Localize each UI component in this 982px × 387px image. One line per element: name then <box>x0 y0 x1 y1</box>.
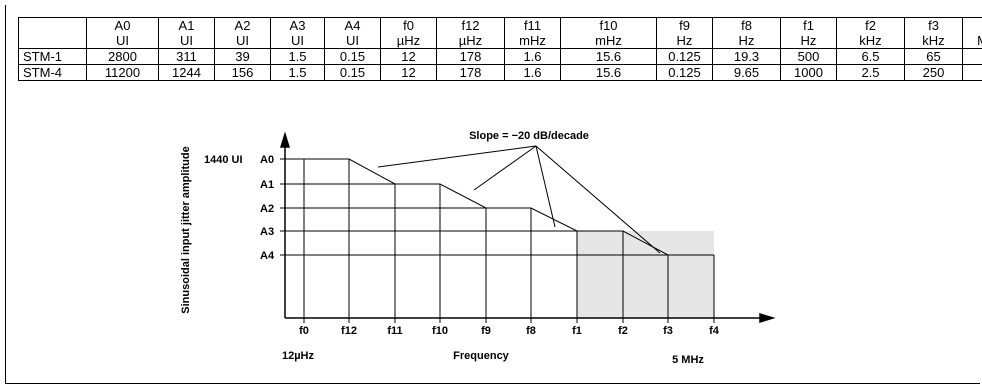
amplitude-label-a1: A1 <box>260 179 274 191</box>
freq-label-f0: f0 <box>299 325 309 337</box>
freq-label-f8: f8 <box>526 325 536 337</box>
freq-label-f3: f3 <box>663 325 673 337</box>
jitter-mask-outline <box>304 158 714 256</box>
row-label: STM-1 <box>18 48 87 65</box>
amplitude-label-a4: A4 <box>260 250 275 262</box>
table-cell-a2: 156 <box>214 64 271 81</box>
freq-label-f10: f10 <box>432 325 448 337</box>
table-cell-a4: 0.15 <box>324 64 381 81</box>
freq-label-f1: f1 <box>572 325 582 337</box>
table-cell-f12: 178 <box>436 48 505 65</box>
table-cell-f1: 1000 <box>780 64 837 81</box>
x-axis-title: Frequency <box>453 350 510 362</box>
y-axis-title: Sinusoidal input jitter amplitude <box>180 146 192 313</box>
freq-label-f12: f12 <box>341 325 357 337</box>
table-cell-f10: 15.6 <box>560 64 657 81</box>
figure-frame <box>5 5 980 384</box>
table-cell-f9: 0.125 <box>656 64 713 81</box>
table-cell-f8: 9.65 <box>712 64 781 81</box>
table-cell-a1: 311 <box>158 48 215 65</box>
table-cell-f0: 12 <box>380 64 437 81</box>
table-cell-f4: 5 <box>962 64 982 81</box>
table-cell-a1: 1244 <box>158 64 215 81</box>
table-corner-cell <box>18 17 87 49</box>
table-row: STM-1 2800 311 39 1.5 0.15 12 178 1.6 15.6 0.125 19… <box>18 48 982 65</box>
table-header-row: A0A1A2A3A4f0f12f11f10f9f8f1f2f3f4 <box>18 17 982 49</box>
slope-pointer-3 <box>535 145 556 228</box>
table-cell-f10: 15.6 <box>560 48 657 65</box>
shaded-region-f1-f4 <box>577 231 714 318</box>
y-axis-arrow-icon <box>279 131 291 148</box>
x-end-label: 5 MHz <box>672 354 704 366</box>
jitter-tolerance-table: A0A1A2A3A4f0f12f11f10f9f8f1f2f3f4UIUIUIU… <box>18 17 982 81</box>
column-header-a2: A2 <box>214 17 271 33</box>
freq-label-f11: f11 <box>387 325 402 337</box>
slope-pointer-1 <box>377 145 537 168</box>
freq-label-f4: f4 <box>709 325 720 337</box>
amplitude-label-a0: A0 <box>260 154 274 166</box>
column-header-f4: f4 <box>962 17 982 33</box>
slope-label: Slope = −20 dB/decade <box>469 130 589 142</box>
column-header-f11: f11 <box>504 17 561 33</box>
column-header-a3: A3 <box>270 17 325 33</box>
x-start-label: 12µHz <box>282 350 315 362</box>
table-cell-f2: 2.5 <box>836 64 905 81</box>
table-cell-a3: 1.5 <box>270 48 325 65</box>
table-cell-a0: 11200 <box>86 64 159 81</box>
amplitude-label-a3: A3 <box>260 226 274 238</box>
top-value-label: 1440 UI <box>204 154 243 166</box>
table-row: STM-4 11200 1244 156 1.5 0.15 12 178 1.6 15.6 0.12… <box>18 64 982 81</box>
slope-pointer-4 <box>535 145 661 254</box>
freq-label-f9: f9 <box>481 325 491 337</box>
table-unit-row: UIUIUIUIUIµHzµHzmHzmHzHzHzHzkHzkHzMHz <box>19 33 982 49</box>
column-header-a1: A1 <box>158 17 215 33</box>
table-cell-f3: 250 <box>904 64 963 81</box>
slope-pointer-2 <box>473 145 537 191</box>
column-unit-f3: kHz <box>904 33 963 49</box>
amplitude-label-a2: A2 <box>260 203 274 215</box>
freq-label-f2: f2 <box>618 325 628 337</box>
table-cell-a0: 2800 <box>86 48 159 65</box>
table-cell-f12: 178 <box>436 64 505 81</box>
x-axis-arrow-icon <box>759 312 776 324</box>
